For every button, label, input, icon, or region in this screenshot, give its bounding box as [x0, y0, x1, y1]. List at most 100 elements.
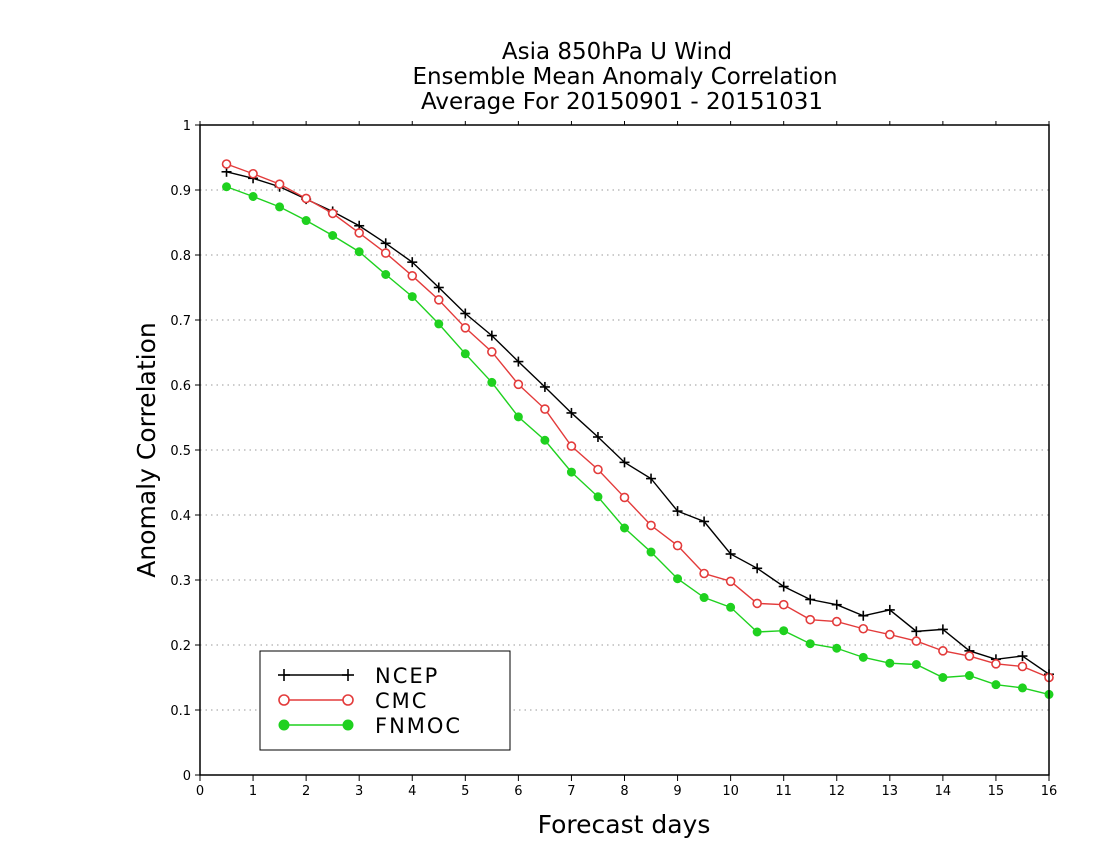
data-point	[248, 168, 258, 179]
data-point	[407, 257, 418, 268]
data-point	[327, 208, 338, 219]
data-point	[858, 610, 869, 621]
data-point	[407, 270, 418, 281]
data-point	[342, 669, 354, 681]
data-point	[540, 404, 550, 414]
x-tick-label: 11	[775, 784, 792, 799]
data-point	[673, 574, 683, 584]
data-point	[487, 347, 497, 357]
data-point	[938, 673, 948, 682]
data-point	[884, 604, 895, 615]
data-point	[646, 520, 656, 531]
x-tick-label: 8	[620, 784, 628, 799]
legend-label: NCEP	[375, 664, 439, 688]
data-point	[672, 506, 683, 517]
series-fnmoc	[222, 182, 1054, 699]
y-tick-label: 0.2	[170, 639, 191, 654]
data-point	[699, 516, 710, 527]
data-point	[275, 202, 285, 212]
data-point	[620, 523, 629, 533]
plot-frame	[199, 124, 1050, 776]
x-tick-label: 3	[355, 784, 363, 799]
data-point	[460, 308, 471, 319]
series-line	[226, 171, 1050, 675]
data-point	[342, 694, 354, 706]
data-point	[911, 660, 921, 669]
y-tick-label: 1	[183, 119, 191, 134]
data-point	[487, 377, 497, 387]
x-tick-label: 5	[461, 784, 469, 799]
data-point	[779, 626, 789, 636]
chart-title: Asia 850hPa U Wind Ensemble Mean Anomaly…	[412, 39, 837, 115]
data-point	[778, 599, 789, 610]
data-point	[858, 623, 869, 634]
data-point	[699, 593, 709, 603]
data-point	[619, 457, 630, 468]
data-point	[911, 626, 922, 637]
legend-item-fnmoc: FNMOC	[278, 714, 462, 738]
data-point	[460, 349, 470, 359]
data-point	[592, 432, 603, 442]
data-point	[752, 598, 762, 609]
data-point	[1017, 683, 1027, 693]
title-line-2: Ensemble Mean Anomaly Correlation	[412, 64, 837, 90]
data-point	[699, 568, 709, 579]
data-point	[672, 540, 683, 551]
data-point	[593, 464, 603, 475]
series-ncep	[221, 166, 1054, 680]
data-point	[221, 159, 232, 169]
data-point	[752, 563, 763, 574]
data-point	[1017, 651, 1028, 662]
data-point	[460, 322, 471, 333]
data-point	[831, 616, 842, 627]
legend-label: FNMOC	[375, 714, 462, 738]
data-point	[805, 639, 815, 649]
y-tick-label: 0.7	[170, 314, 191, 329]
data-point	[1017, 661, 1028, 672]
y-tick-label: 0.9	[170, 184, 191, 199]
x-tick-label: 1	[249, 784, 257, 799]
data-point	[752, 627, 762, 637]
legend-item-ncep: NCEP	[278, 664, 439, 688]
data-point	[566, 467, 576, 477]
y-axis-title: Anomaly Correlation	[132, 322, 161, 577]
data-point	[222, 182, 232, 192]
axes: 00.10.20.30.40.50.60.70.80.910 1 2 3 4 5 6 7 8 9 1…	[170, 119, 1057, 799]
x-tick-label: 14	[935, 784, 952, 799]
data-point	[725, 576, 736, 587]
x-tick-label: 2	[302, 784, 310, 799]
data-point	[991, 680, 1001, 690]
data-point	[805, 614, 816, 625]
data-point	[380, 248, 391, 258]
gridlines	[200, 189, 1049, 711]
data-point	[964, 671, 974, 681]
data-point	[433, 282, 444, 293]
data-point	[937, 624, 948, 635]
data-point	[646, 547, 656, 557]
data-point	[301, 193, 311, 204]
title-line-1: Asia 850hPa U Wind	[502, 39, 732, 65]
data-point	[513, 412, 523, 422]
data-point	[540, 435, 550, 445]
y-tick-label: 0.5	[170, 444, 191, 459]
data-point	[725, 549, 736, 559]
x-tick-label: 4	[408, 784, 416, 799]
x-tick-label: 15	[988, 784, 1005, 799]
data-point	[566, 407, 577, 418]
data-point	[342, 719, 354, 731]
data-point	[619, 492, 630, 503]
data-point	[380, 238, 391, 249]
data-point	[486, 330, 497, 341]
data-point	[858, 652, 868, 662]
data-point	[646, 473, 657, 484]
data-point	[278, 694, 290, 706]
series-layer	[221, 159, 1054, 699]
data-point	[248, 192, 258, 201]
data-point	[593, 492, 603, 502]
series-line	[226, 163, 1050, 679]
data-point	[726, 602, 736, 612]
data-point	[278, 719, 290, 731]
y-tick-label: 0.4	[170, 509, 191, 524]
data-point	[354, 247, 364, 257]
